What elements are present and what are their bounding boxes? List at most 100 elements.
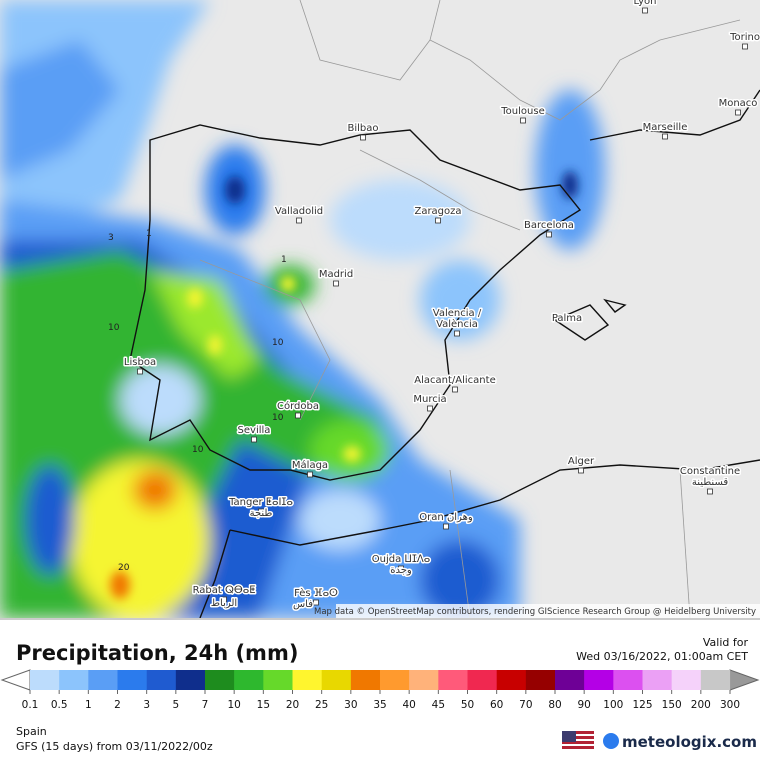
city-label: Oran وهران	[419, 512, 473, 523]
city-label: Toulouse	[500, 106, 544, 117]
city-label: València	[436, 318, 478, 330]
contour-label: 10	[108, 323, 120, 333]
color-swatch	[175, 670, 206, 690]
city-label: Lisboa	[124, 357, 156, 368]
color-swatch	[234, 670, 264, 690]
color-swatch	[117, 670, 147, 690]
tick-label: 100	[603, 699, 623, 711]
city-marker	[221, 596, 227, 603]
tick-label: 35	[373, 699, 386, 711]
contour-label: 1	[281, 255, 287, 265]
tick-label: 45	[432, 699, 445, 711]
contour-labels: 3 1 1 10 10 10 10 20	[108, 229, 287, 573]
color-swatch	[555, 670, 585, 690]
tick-label: 15	[257, 699, 270, 711]
city-label: Valencia /	[433, 308, 482, 319]
tick-label: 30	[344, 699, 357, 711]
tick-label: 150	[662, 699, 682, 711]
valid-label: Valid for	[703, 636, 749, 649]
logo[interactable]: meteologix.com	[622, 733, 757, 751]
city-label: Oujda ⵡⵊⴷⴰ	[372, 554, 431, 565]
model-run: GFS (15 days) from 03/11/2022/00z	[16, 740, 213, 753]
tick-label: 40	[402, 699, 415, 711]
city-marker	[137, 368, 143, 375]
city-label: وجدة	[390, 565, 412, 576]
city-label: Marseille	[643, 122, 688, 133]
city-label: Alger	[568, 456, 595, 467]
color-swatch	[409, 670, 439, 690]
tick-label: 5	[172, 699, 179, 711]
color-swatch	[438, 670, 468, 690]
tick-label: 60	[490, 699, 503, 711]
precipitation-cores	[110, 171, 578, 599]
color-swatch	[59, 670, 89, 690]
region: Spain	[16, 725, 47, 738]
city-label: Rabat ⵕⴱⴰⵟ	[193, 585, 256, 596]
tick-label: 1	[85, 699, 92, 711]
color-swatch	[350, 670, 381, 690]
color-swatch	[263, 670, 293, 690]
city-marker	[398, 565, 404, 572]
city-marker	[642, 7, 648, 14]
tick-label: 90	[577, 699, 590, 711]
city-label: Constantine	[680, 466, 740, 477]
tick-label: 50	[461, 699, 474, 711]
city-label: Bilbao	[347, 123, 378, 134]
city-marker	[454, 330, 460, 337]
tick-label: 0.5	[51, 699, 68, 711]
color-swatch	[700, 670, 731, 690]
coastlines	[129, 89, 760, 619]
city-marker	[251, 436, 257, 443]
city-label: Valladolid	[275, 206, 323, 217]
tick-label: 20	[286, 699, 299, 711]
color-swatch	[467, 670, 497, 690]
attribution-bg	[336, 604, 760, 618]
color-swatch	[671, 670, 702, 690]
tick-label: 70	[519, 699, 532, 711]
tick-label: 200	[691, 699, 711, 711]
tick-label: 25	[315, 699, 328, 711]
tick-label: 125	[632, 699, 652, 711]
city-label: Fès ⴼⴰⵙ	[294, 587, 338, 599]
city-marker	[578, 467, 584, 474]
contour-label: 20	[118, 563, 130, 573]
city-label: Alacant/Alicante	[414, 375, 495, 386]
logo-icon	[603, 733, 619, 749]
city-label: Málaga	[292, 459, 328, 471]
tick-label: 2	[114, 699, 121, 711]
color-swatch	[292, 670, 322, 690]
title: Precipitation, 24h (mm)	[16, 641, 298, 665]
tick-label: 300	[720, 699, 740, 711]
contour-label: 3	[108, 233, 114, 243]
city-marker	[735, 109, 741, 116]
city-marker	[313, 599, 319, 606]
color-swatch	[380, 670, 410, 690]
city-marker	[307, 471, 313, 478]
map: Lyon Torino Monaco Toulouse Marseille Bilbao V…	[0, 0, 760, 620]
city-label: Monaco	[719, 98, 758, 109]
borders	[199, 0, 741, 619]
city-marker	[707, 488, 713, 495]
city-marker	[295, 412, 301, 419]
city-label: فاس	[293, 599, 313, 610]
city-label: Madrid	[319, 269, 353, 280]
color-swatch	[146, 670, 177, 690]
city-marker	[742, 43, 748, 50]
color-swatch	[321, 670, 352, 690]
city-marker	[296, 217, 302, 224]
tick-label: 80	[548, 699, 561, 711]
colorbar: 0.1 0.5 1 2 3 5 7 10 15 20 25 30 35 40 45 50 60 70 80 90 100…	[0, 669, 760, 711]
city-label: Murcia	[413, 394, 446, 405]
precipitation-field	[0, 0, 605, 620]
attribution: Map data © OpenStreetMap contributors, r…	[314, 607, 756, 617]
city-marker	[258, 508, 264, 515]
valid-time: Wed 03/16/2022, 01:00am CET	[576, 650, 748, 663]
us-flag[interactable]	[562, 731, 594, 751]
city-marker	[360, 134, 366, 141]
city-label: Zaragoza	[414, 206, 461, 217]
tick-label: 7	[202, 699, 209, 711]
tick-label: 10	[227, 699, 240, 711]
color-swatch	[30, 670, 60, 690]
city-label: Torino	[729, 32, 760, 43]
